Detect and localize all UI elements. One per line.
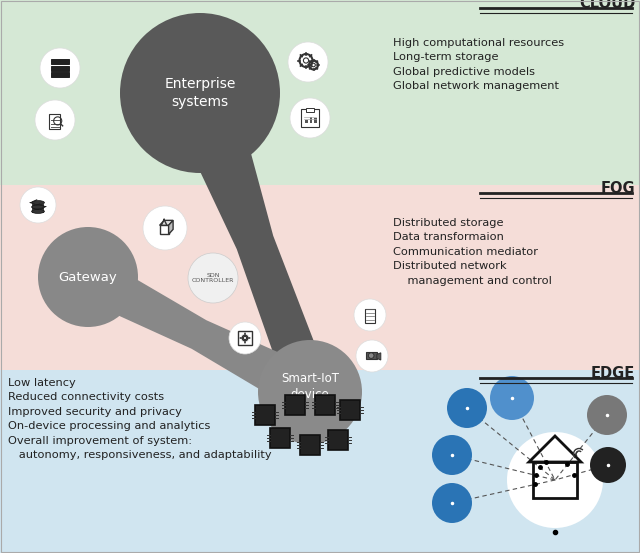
Bar — [238, 331, 252, 345]
Text: High computational resources
Long-term storage
Global predictive models
Global n: High computational resources Long-term s… — [393, 38, 564, 91]
Text: EDGE: EDGE — [591, 366, 635, 381]
Bar — [340, 400, 360, 420]
Circle shape — [35, 100, 75, 140]
Bar — [365, 309, 375, 323]
Circle shape — [447, 388, 487, 428]
Bar — [310, 117, 312, 123]
Polygon shape — [168, 81, 330, 399]
Circle shape — [507, 432, 603, 528]
Circle shape — [490, 376, 534, 420]
Polygon shape — [159, 225, 168, 234]
Polygon shape — [168, 220, 173, 234]
Text: FOG: FOG — [600, 181, 635, 196]
Bar — [365, 352, 377, 359]
Bar — [270, 428, 290, 448]
Circle shape — [590, 447, 626, 483]
Text: Gateway: Gateway — [59, 270, 117, 284]
Circle shape — [432, 483, 472, 523]
Text: Smart-IoT
device: Smart-IoT device — [281, 372, 339, 400]
Bar — [51, 66, 69, 71]
Text: Low latency
Reduced connectivity costs
Improved security and privacy
On-device p: Low latency Reduced connectivity costs I… — [8, 378, 271, 460]
Circle shape — [188, 253, 238, 303]
Bar — [285, 395, 305, 415]
Text: Distributed storage
Data transformaion
Communication mediator
Distributed networ: Distributed storage Data transformaion C… — [393, 218, 552, 285]
Circle shape — [290, 98, 330, 138]
Text: CLOUD: CLOUD — [579, 0, 635, 11]
Circle shape — [143, 206, 187, 250]
Bar — [314, 118, 317, 123]
Bar — [51, 72, 69, 77]
Polygon shape — [377, 353, 381, 360]
Bar — [0, 370, 640, 553]
Bar — [0, 0, 640, 185]
Circle shape — [40, 48, 80, 88]
Circle shape — [38, 227, 138, 327]
Bar — [31, 204, 44, 208]
Bar — [51, 59, 69, 64]
Bar — [301, 109, 319, 127]
Circle shape — [229, 322, 261, 354]
Circle shape — [20, 187, 56, 223]
Bar — [0, 185, 640, 370]
Bar — [255, 405, 275, 425]
Circle shape — [356, 340, 388, 372]
Bar — [300, 435, 320, 455]
Bar — [305, 120, 308, 123]
Circle shape — [354, 299, 386, 331]
Bar — [533, 462, 577, 498]
Ellipse shape — [31, 201, 44, 205]
Circle shape — [288, 42, 328, 82]
Bar — [328, 430, 348, 450]
Circle shape — [120, 13, 280, 173]
Bar — [315, 395, 335, 415]
Circle shape — [587, 395, 627, 435]
Ellipse shape — [31, 205, 44, 209]
Text: SDN
CONTROLLER: SDN CONTROLLER — [192, 273, 234, 283]
Polygon shape — [77, 257, 321, 413]
Bar — [307, 108, 314, 112]
Circle shape — [432, 435, 472, 475]
Polygon shape — [159, 220, 173, 225]
Bar — [49, 114, 60, 129]
Circle shape — [369, 353, 374, 358]
Text: Enterprise
systems: Enterprise systems — [164, 77, 236, 109]
Bar — [31, 208, 44, 213]
Ellipse shape — [31, 210, 44, 213]
Circle shape — [258, 340, 362, 444]
